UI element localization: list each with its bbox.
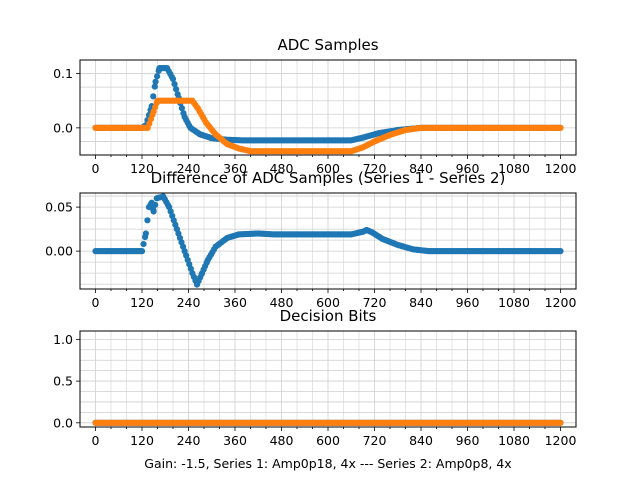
adc-samples-xtick-label: 480 [270,161,294,176]
decision-bits-ytick-label: 1.0 [53,332,73,347]
adc-samples-point [557,124,564,131]
difference-xtick-label: 720 [363,295,387,310]
decision-bits-xtick-label: 1200 [545,433,577,448]
difference-point [142,230,149,237]
difference-xtick-label: 600 [316,295,340,310]
difference-point [144,217,151,224]
adc-samples-ytick-label: 0.1 [53,66,73,81]
decision-bits-xtick-label: 720 [363,433,387,448]
difference-ytick-label: 0.00 [45,244,73,259]
decision-bits-series-2 [92,419,564,426]
decision-bits-xtick-label: 600 [316,433,340,448]
adc-samples-ytick-label: 0.0 [53,120,73,135]
difference-title: Difference of ADC Samples (Series 1 - Se… [151,169,506,187]
adc-samples-point [150,93,157,100]
adc-samples-xtick-label: 840 [409,161,433,176]
difference-xtick-label: 360 [223,295,247,310]
difference-point [557,248,564,255]
difference-xtick-label: 960 [456,295,480,310]
decision-bits-xtick-label: 120 [130,433,154,448]
difference-point [138,248,146,255]
adc-samples-point [173,86,180,93]
decision-bits-point [557,419,564,426]
adc-samples-xtick-label: 0 [92,161,100,176]
adc-samples-xtick-label: 720 [363,161,387,176]
adc-samples-xtick-label: 120 [130,161,154,176]
adc-samples-xtick-label: 360 [223,161,247,176]
adc-samples-point [169,75,177,83]
decision-bits-xtick-label: 1080 [498,433,530,448]
adc-samples-xtick-label: 1200 [545,161,577,176]
difference-series-1 [92,193,564,288]
difference-xtick-label: 120 [130,295,154,310]
difference-xtick-label: 240 [177,295,201,310]
adc-samples-series-2 [92,97,564,155]
decision-bits-xtick-label: 480 [270,433,294,448]
difference-point [152,201,159,208]
difference-xtick-label: 1200 [545,295,577,310]
difference-xtick-label: 840 [409,295,433,310]
subplot-decision-bits: 0 120 240 360 480 600 720 840 960 1080 1200 0.0 0.5 1… [53,307,577,448]
difference-ytick-label: 0.05 [45,200,73,215]
decision-bits-xtick-label: 360 [223,433,247,448]
subplot-difference: 0 120 240 360 480 600 720 840 960 1080 1200 0.00 0.0… [45,169,577,310]
adc-samples-xtick-label: 960 [456,161,480,176]
adc-samples-xtick-label: 240 [177,161,201,176]
difference-xtick-label: 1080 [498,295,530,310]
decision-bits-ytick-label: 0.0 [53,415,73,430]
difference-xtick-label: 0 [92,295,100,310]
adc-samples-xtick-label: 1080 [498,161,530,176]
subplot-adc-samples: 0 120 240 360 480 600 720 840 960 1080 1200 0.0 0.1 A… [53,36,577,176]
adc-samples-point [171,80,178,88]
adc-samples-title: ADC Samples [277,36,378,54]
adc-samples-point [154,73,161,80]
adc-samples-point [151,83,158,90]
decision-bits-xtick-label: 840 [409,433,433,448]
figure-x-label: Gain: -1.5, Series 1: Amp0p18, 4x --- Se… [144,456,511,471]
decision-bits-xtick-label: 240 [177,433,201,448]
decision-bits-xtick-label: 960 [456,433,480,448]
decision-bits-ytick-label: 0.5 [53,374,73,389]
difference-point [150,208,157,215]
difference-xtick-label: 480 [270,295,294,310]
decision-bits-xtick-label: 0 [92,433,100,448]
adc-samples-point [152,78,159,85]
decision-bits-title: Decision Bits [280,307,377,325]
adc-samples-xtick-label: 600 [316,161,340,176]
adc-samples-point [178,105,186,112]
difference-point [140,240,147,248]
